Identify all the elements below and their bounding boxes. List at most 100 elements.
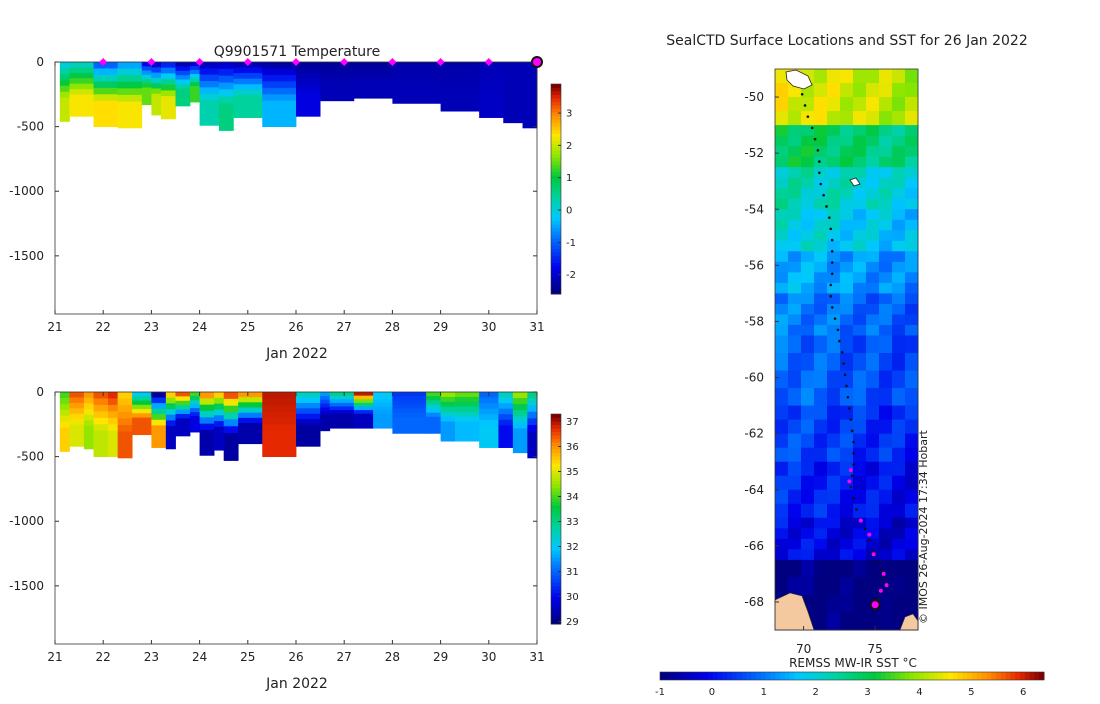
sst-cell [879, 188, 893, 200]
sst-cell [788, 111, 802, 126]
colorbar-segment [551, 578, 561, 583]
colorbar-segment [551, 217, 561, 221]
profile-cell [93, 81, 119, 89]
x-tick-label: 21 [47, 650, 62, 664]
profile-cell [262, 450, 297, 458]
sst-cell [879, 405, 893, 421]
track-position [810, 126, 814, 130]
profile-cell [512, 398, 528, 405]
colorbar-segment [551, 105, 561, 109]
sst-cell [827, 111, 841, 126]
profile-cell [69, 402, 85, 409]
profile-cell [392, 429, 427, 434]
profile-cell [165, 431, 176, 438]
colorbar-segment [551, 126, 561, 130]
track-position [848, 407, 851, 410]
profile-cell [296, 435, 321, 442]
profile-cell [132, 417, 152, 423]
sst-colorbar-segment [938, 672, 944, 680]
temperature-profile [161, 62, 176, 120]
map-copyright-annotation: © IMOS 26-Aug-2024 17:34 Hobart [917, 430, 930, 624]
sst-cell [827, 156, 841, 168]
sst-cell [892, 370, 906, 389]
sst-cell [879, 177, 893, 189]
sst-colorbar-segment [770, 672, 776, 680]
sst-cell [775, 461, 789, 477]
sst-cell [853, 282, 867, 294]
sst-colorbar-segment [885, 672, 891, 680]
sst-cell [853, 594, 867, 613]
sst-cell [892, 475, 906, 491]
profile-cell [522, 121, 538, 129]
sst-cell [827, 461, 841, 477]
profile-cell [175, 92, 191, 98]
salinity-profile [93, 392, 109, 458]
profile-cell [59, 403, 70, 411]
sst-colorbar-segment [1015, 672, 1021, 680]
sst-cell [801, 353, 815, 372]
profile-cell [218, 116, 234, 125]
profile-cell [214, 415, 225, 422]
colorbar-segment [551, 543, 561, 548]
sst-cell [879, 135, 893, 147]
sst-cell [866, 370, 880, 389]
sst-cell [879, 549, 893, 561]
profile-cell [59, 415, 70, 423]
sst-cell [775, 388, 789, 407]
sst-cell [905, 353, 919, 372]
sst-cell [801, 261, 815, 273]
profile-cell [165, 437, 176, 444]
sst-cell [866, 219, 880, 231]
profile-cell [296, 67, 321, 74]
sst-cell [827, 447, 841, 463]
sst-cell [775, 177, 789, 189]
profile-cell [503, 116, 523, 124]
recent-track-position [847, 479, 852, 484]
profile-cell [165, 397, 176, 404]
sst-cell [840, 433, 854, 449]
profile-cell [479, 84, 504, 91]
profile-cell [392, 99, 441, 104]
sst-cell [827, 97, 841, 112]
sst-cell [801, 475, 815, 491]
profile-cell [440, 81, 480, 87]
sst-colorbar-segment [861, 672, 867, 680]
sst-cell [801, 489, 815, 505]
profile-cell [296, 429, 321, 436]
profile-cell [426, 425, 441, 430]
profile-cell [296, 110, 321, 117]
sst-cell [801, 549, 815, 561]
profile-cell [440, 436, 456, 442]
colorbar-segment [551, 536, 561, 541]
profile-cell [498, 430, 514, 437]
track-position [879, 569, 883, 573]
profile-cell [151, 93, 162, 100]
profile-cell [426, 392, 441, 397]
profile-cell [117, 108, 143, 116]
track-position [872, 550, 875, 553]
sst-cell [866, 125, 880, 137]
profile-cell [83, 392, 94, 399]
profile-cell [426, 420, 441, 426]
x-tick-label: 31 [529, 650, 544, 664]
profile-cell [93, 100, 119, 108]
temperature-profile [353, 62, 393, 99]
recent-track-position [867, 532, 872, 537]
profile-cell [512, 392, 528, 399]
colorbar-segment [551, 424, 561, 429]
sst-cell [775, 419, 789, 435]
colorbar-tick-label: 37 [566, 417, 579, 428]
profile-cell [320, 411, 331, 416]
sst-cell [879, 198, 893, 210]
sst-cell [775, 559, 789, 578]
profile-cell [189, 428, 200, 433]
sst-cell [853, 370, 867, 389]
sst-cell [853, 475, 867, 491]
map-y-tick-label: -68 [744, 595, 764, 609]
sst-cell [840, 188, 854, 200]
profile-cell [189, 400, 200, 405]
sst-cell [905, 135, 919, 147]
sst-cell [801, 125, 815, 137]
profile-cell [93, 62, 119, 69]
colorbar-segment [551, 255, 561, 260]
